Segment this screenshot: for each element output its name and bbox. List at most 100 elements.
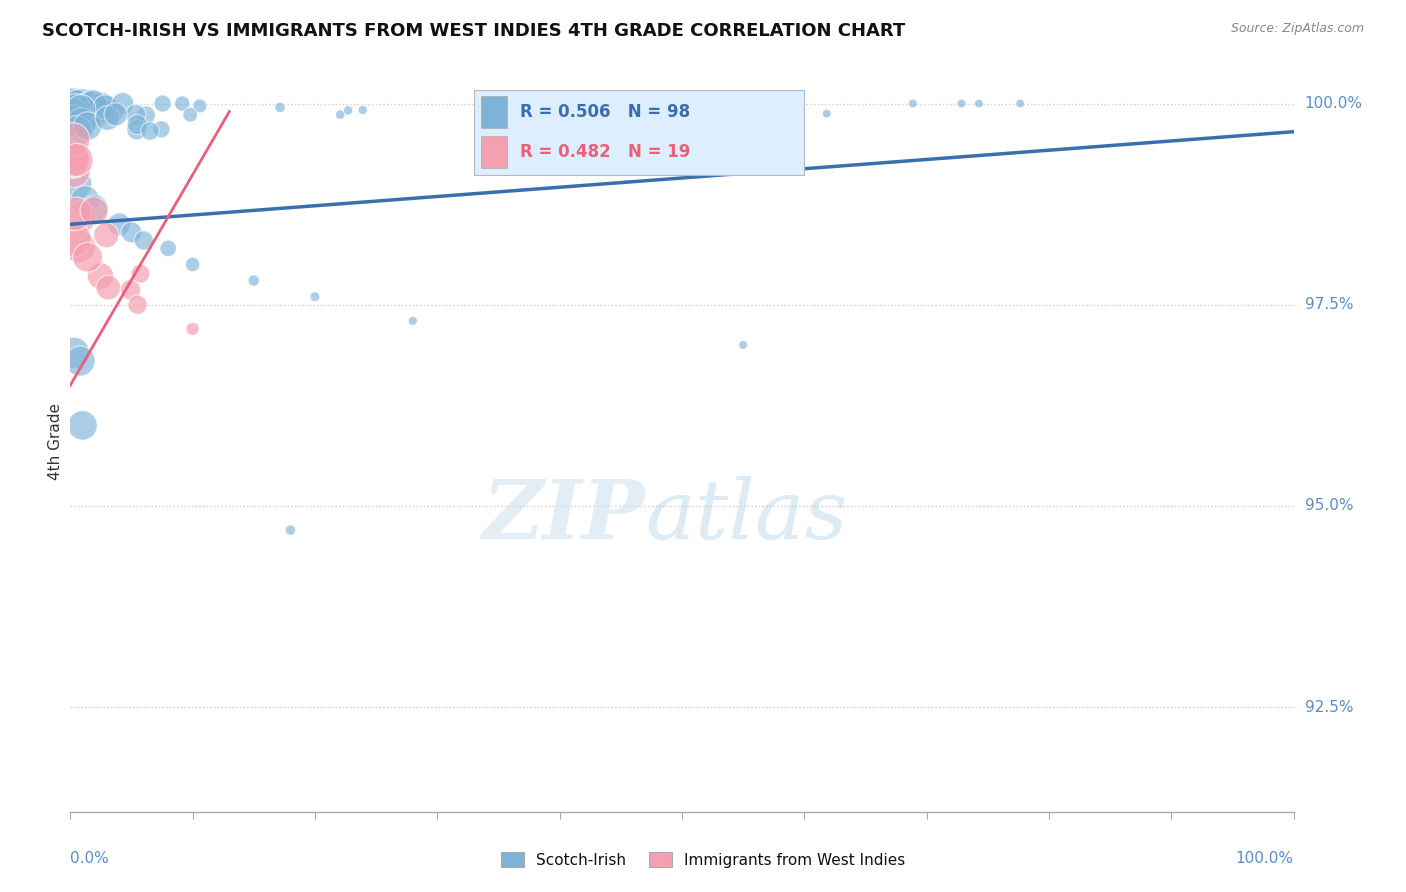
Point [125,107,148,121]
Point [60,153,83,168]
Point [65,207,87,221]
Point [63,107,86,121]
Text: Source: ZipAtlas.com: Source: ZipAtlas.com [1230,22,1364,36]
Point [129,267,152,281]
Text: atlas: atlas [645,475,848,556]
Point [243,274,266,288]
Point [70,102,93,116]
Legend: Scotch-Irish, Immigrants from West Indies: Scotch-Irish, Immigrants from West Indie… [494,844,912,875]
Point [62,113,84,128]
Point [108,217,131,231]
Point [950,96,973,111]
Point [70,103,93,117]
Point [89,103,111,117]
Y-axis label: 4th Grade: 4th Grade [48,403,63,480]
Point [121,225,143,239]
Point [63,96,86,111]
Point [63,98,86,112]
Point [65,103,87,117]
Point [62,100,84,114]
Point [67,239,90,253]
Point [73,193,96,207]
Point [66,99,89,113]
Point [94,100,117,114]
Point [62,108,84,122]
Point [96,228,118,243]
Point [352,103,374,117]
Point [76,250,98,264]
Point [135,108,157,122]
Point [132,233,155,247]
Point [337,103,360,118]
Point [65,105,87,120]
Point [69,210,91,224]
Point [65,102,87,116]
Point [65,103,87,118]
Point [66,97,89,112]
Point [63,233,86,247]
Point [127,298,149,312]
Point [139,124,162,138]
Point [152,96,174,111]
Point [967,96,990,111]
Point [179,108,201,122]
Point [62,96,84,111]
Point [82,96,104,111]
Point [69,96,91,111]
Point [62,154,84,169]
Point [280,523,302,537]
Text: SCOTCH-IRISH VS IMMIGRANTS FROM WEST INDIES 4TH GRADE CORRELATION CHART: SCOTCH-IRISH VS IMMIGRANTS FROM WEST IND… [42,22,905,40]
Text: ZIP: ZIP [482,475,645,556]
Text: 95.0%: 95.0% [1305,499,1353,514]
Point [815,106,838,120]
Point [60,152,83,166]
Point [70,96,93,111]
Point [304,290,326,304]
Point [70,116,93,130]
Point [181,322,204,336]
Point [69,354,91,368]
Point [65,153,87,167]
Point [60,96,83,111]
Point [72,103,94,118]
Point [127,118,149,132]
Point [104,107,127,121]
Point [62,133,84,147]
Point [63,96,86,111]
Point [80,96,103,111]
Point [150,122,173,136]
Point [60,96,83,111]
Point [69,96,91,111]
Point [775,97,797,112]
Point [75,96,97,111]
Point [1010,96,1032,111]
Point [96,111,118,125]
Point [157,241,180,255]
Point [62,106,84,120]
Text: 92.5%: 92.5% [1305,699,1353,714]
Point [73,96,96,111]
Point [482,96,505,111]
Point [60,101,83,115]
Point [79,98,101,112]
Point [181,258,204,272]
Point [733,338,755,352]
Point [90,98,112,112]
Point [329,107,352,121]
Point [901,96,924,111]
Point [100,104,122,119]
Point [755,96,778,111]
Point [97,280,120,294]
Point [63,346,86,360]
Text: 97.5%: 97.5% [1305,297,1353,312]
Point [402,314,425,328]
Point [83,203,105,218]
Point [76,119,98,133]
Point [89,268,111,283]
Point [66,124,89,138]
Point [62,163,84,178]
Point [63,107,86,121]
Point [111,96,134,111]
Point [65,177,87,191]
Text: 100.0%: 100.0% [1236,851,1294,865]
